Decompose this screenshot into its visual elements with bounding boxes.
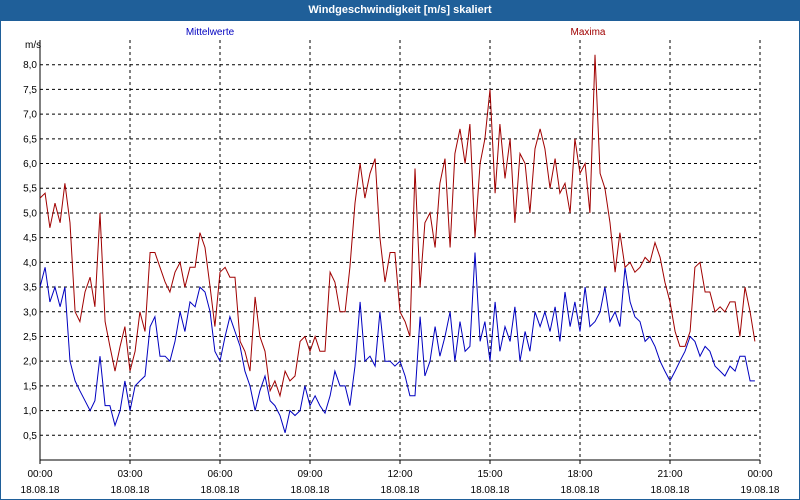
y-tick-label: 7,5 [23,85,37,96]
y-tick-label: 5,5 [23,184,37,195]
x-tick-date: 19.08.18 [741,485,780,496]
y-tick-label: 2,5 [23,332,37,343]
x-tick-time: 21:00 [657,469,682,480]
y-axis-ticks: 0,5 1,0 1,5 2,0 2,5 3,0 3,5 4,0 4,5 5,0 5,5 6,0 6,5 7… [23,60,37,442]
x-tick-date: 18.08.18 [471,485,510,496]
x-tick-date: 18.08.18 [201,485,240,496]
y-tick-label: 3,5 [23,283,37,294]
x-tick-date: 18.08.18 [381,485,420,496]
y-tick-label: 5,0 [23,208,37,219]
y-tick-label: 1,5 [23,381,37,392]
y-tick-label: 4,0 [23,258,37,269]
grid [39,40,761,464]
y-tick-label: 1,0 [23,406,37,417]
y-tick-label: 3,0 [23,307,37,318]
x-tick-date: 18.08.18 [651,485,690,496]
chart-title: Windgeschwindigkeit [m/s] skaliert [0,0,800,20]
series-line-maxima [39,54,756,398]
x-tick-date: 18.08.18 [561,485,600,496]
x-tick-time: 00:00 [27,469,52,480]
y-tick-label: 6,5 [23,134,37,145]
y-tick-label: 7,0 [23,110,37,121]
x-tick-date: 18.08.18 [291,485,330,496]
x-tick-time: 00:00 [747,469,772,480]
x-tick-date: 18.08.18 [111,485,150,496]
legend-maxima: Maxima [570,27,605,38]
y-axis-unit: m/s [25,40,41,51]
x-tick-time: 12:00 [387,469,412,480]
series-lines [39,54,756,433]
y-tick-label: 4,5 [23,233,37,244]
x-tick-time: 03:00 [117,469,142,480]
x-tick-time: 15:00 [477,469,502,480]
x-tick-date: 18.08.18 [21,485,60,496]
y-tick-label: 2,0 [23,357,37,368]
series-line-mittelwerte [39,252,755,433]
x-tick-time: 06:00 [207,469,232,480]
y-tick-label: 0,5 [23,431,37,442]
x-tick-time: 18:00 [567,469,592,480]
y-tick-label: 6,0 [23,159,37,170]
legend-mittelwerte: Mittelwerte [186,27,235,38]
x-tick-time: 09:00 [297,469,322,480]
x-axis-ticks: 00:00 18.08.18 03:00 18.08.18 06:00 18.08.18 0… [21,469,780,496]
y-tick-label: 8,0 [23,60,37,71]
